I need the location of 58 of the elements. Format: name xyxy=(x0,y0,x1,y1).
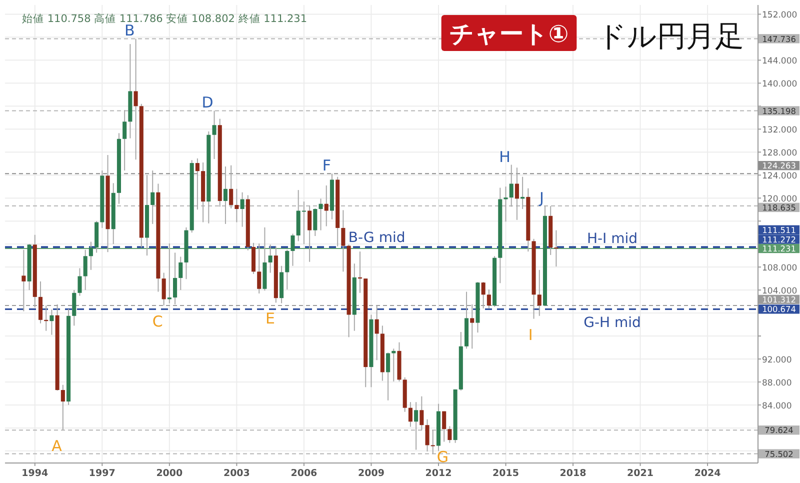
y-tick-label: 92.000 xyxy=(762,355,792,366)
price-tag: 100.674 xyxy=(758,304,800,314)
x-tick-label: 2024 xyxy=(694,468,722,479)
y-tick-label: 152.000 xyxy=(762,10,798,21)
ref-line-label: 147.736 xyxy=(762,34,796,44)
annotation: D xyxy=(202,94,214,112)
price-tag: 101.312 xyxy=(758,294,800,305)
price-tag: 118.635 xyxy=(758,202,800,213)
y-tick-label: 124.000 xyxy=(762,172,798,182)
price-tag: 124.263 xyxy=(758,160,800,171)
annotation: B-G mid xyxy=(348,230,406,246)
annotation: C xyxy=(152,312,163,330)
ref-line-label: 118.635 xyxy=(762,202,796,213)
y-tick-label: 132.000 xyxy=(762,126,798,136)
price-tag: 111.272 xyxy=(758,234,800,244)
ref-line-label: 101.312 xyxy=(762,294,796,305)
y-tick-label: 84.000 xyxy=(762,401,792,412)
annotation: A xyxy=(52,437,63,456)
annotation: H-I mid xyxy=(586,231,638,248)
x-tick-label: 2003 xyxy=(223,468,250,479)
price-tag: 135.198 xyxy=(758,106,800,116)
ref-line-label: 100.674 xyxy=(762,304,796,314)
ref-line-label: 111.511 xyxy=(762,224,796,235)
ref-line-label: 124.263 xyxy=(762,160,796,171)
annotation: J xyxy=(538,188,544,207)
text: ドル円月足 xyxy=(597,19,744,53)
x-tick-label: 2012 xyxy=(425,468,452,479)
x-tick-label: 1997 xyxy=(88,468,116,479)
y-tick-label: 140.000 xyxy=(762,80,798,90)
x-tick-label: 2018 xyxy=(560,468,587,479)
x-tick-label: 1994 xyxy=(22,468,48,479)
annotation: G xyxy=(436,448,449,466)
x-tick-label: 2015 xyxy=(492,468,519,479)
y-tick-label: 120.000 xyxy=(762,194,798,205)
ref-line-label: 79.624 xyxy=(764,425,794,436)
legend-label: 111.272 xyxy=(762,234,796,244)
title: チャート① xyxy=(441,15,577,51)
x-tick-label: 2000 xyxy=(156,468,184,479)
y-tick-label: 128.000 xyxy=(762,148,798,159)
price-tag: 75.502 xyxy=(758,448,800,459)
x-tick-label: 2006 xyxy=(290,468,318,479)
annotation: I xyxy=(528,326,533,344)
ref-line-label: 135.198 xyxy=(762,106,796,116)
y-tick-label: 108.000 xyxy=(762,264,798,274)
annotation: G-H mid xyxy=(584,315,641,332)
y-tick-label: 88.000 xyxy=(762,378,792,388)
y-tick-label: 104.000 xyxy=(762,286,798,297)
annotation: F xyxy=(322,156,331,175)
ref-line-label: 111.231 xyxy=(762,244,796,254)
price-tag: 111.511 xyxy=(758,224,800,235)
price-tag: 79.624 xyxy=(758,425,800,436)
annotation: E xyxy=(265,310,275,328)
ref-line-label: 75.502 xyxy=(764,448,794,459)
x-tick-label: 2021 xyxy=(627,468,654,479)
x-tick-label: 2009 xyxy=(358,468,384,479)
price-tag: 147.736 xyxy=(758,34,800,44)
annotation: H xyxy=(499,148,510,166)
y-tick-label: 144.000 xyxy=(762,56,798,67)
